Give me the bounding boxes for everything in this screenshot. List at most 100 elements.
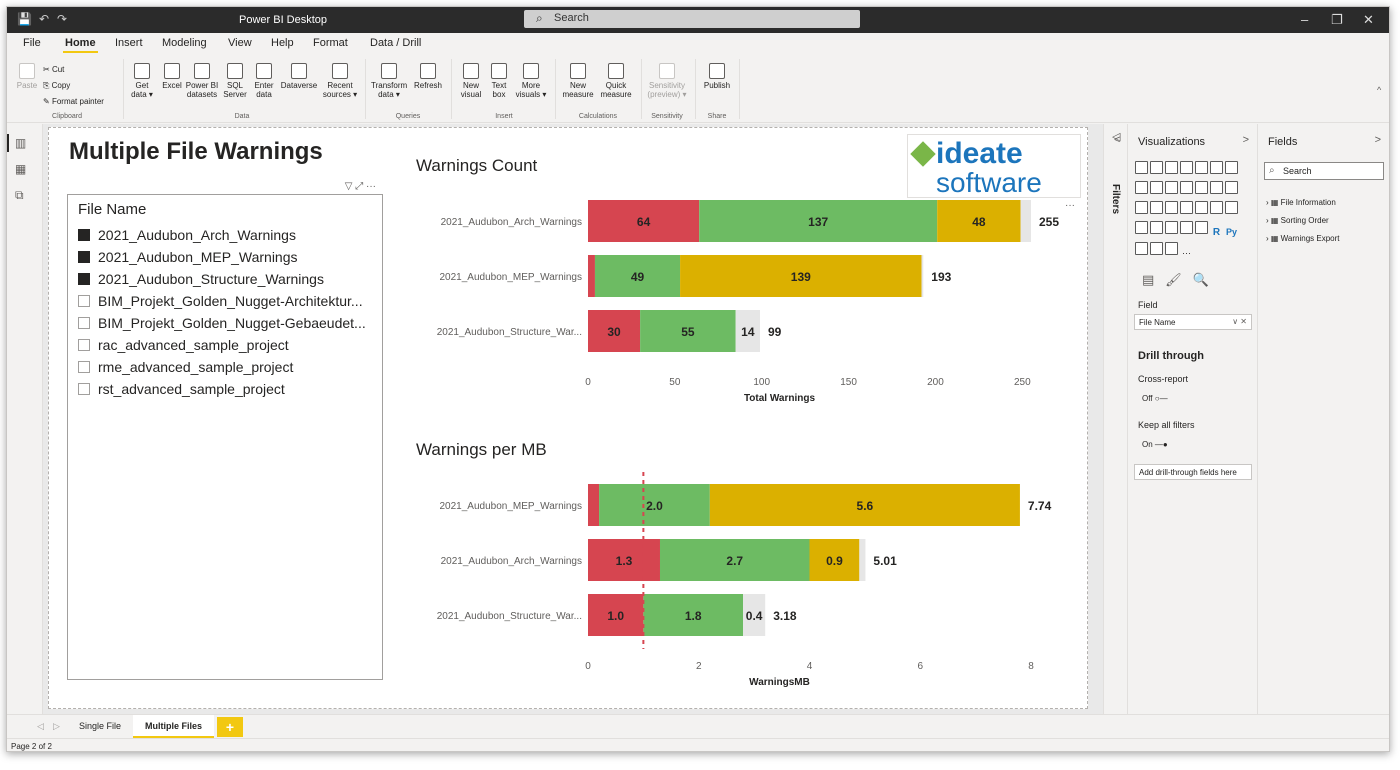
checkbox-icon[interactable] (78, 295, 90, 307)
add-drill-through-well[interactable]: Add drill-through fields here (1134, 464, 1252, 480)
sensitivity-button[interactable]: Sensitivity (preview) ▾ (645, 63, 689, 99)
bar-segment[interactable] (743, 594, 766, 636)
tab-help[interactable]: Help (271, 37, 294, 49)
visual-type-icon[interactable] (1195, 161, 1208, 174)
refresh-button[interactable]: Refresh (411, 63, 445, 90)
visual-type-icon[interactable] (1135, 181, 1148, 194)
visual-type-icon[interactable] (1210, 161, 1223, 174)
field-well-controls[interactable]: ∨ ✕ (1232, 317, 1247, 326)
checkbox-icon[interactable] (78, 317, 90, 329)
bar-segment[interactable] (588, 539, 660, 581)
slicer-item[interactable]: rac_advanced_sample_project (78, 337, 382, 353)
fields-search-input[interactable]: ⌕ Search (1264, 162, 1384, 180)
analytics-icon[interactable]: 🔍 (1192, 272, 1209, 287)
tab-data-drill[interactable]: Data / Drill (370, 37, 422, 49)
tab-home[interactable]: Home (63, 37, 98, 53)
visual-type-icon[interactable] (1165, 201, 1178, 214)
enter-data-button[interactable]: Enter data (251, 63, 277, 99)
restore-button[interactable]: ❐ (1331, 12, 1343, 27)
visual-type-icon[interactable]: ··· (1182, 248, 1191, 258)
bar-segment[interactable] (921, 255, 924, 297)
visual-type-icon[interactable] (1165, 161, 1178, 174)
visual-type-icon[interactable] (1150, 221, 1163, 234)
checkbox-icon[interactable] (78, 273, 90, 285)
field-table-warnings-export[interactable]: › ▦ Warnings Export (1266, 234, 1340, 243)
bar-segment[interactable] (1020, 200, 1031, 242)
format-brush-icon[interactable]: 🖌 (1165, 272, 1182, 287)
redo-icon[interactable]: ↷ (57, 12, 68, 26)
visual-type-icon[interactable] (1195, 181, 1208, 194)
bar-segment[interactable] (859, 539, 866, 581)
file-name-slicer[interactable]: ▽ ⤢ ··· File Name 2021_Audubon_Arch_Warn… (67, 181, 383, 680)
new-measure-button[interactable]: New measure (561, 63, 595, 99)
next-page-icon[interactable]: ▷ (53, 721, 60, 731)
slicer-item[interactable]: BIM_Projekt_Golden_Nugget-Architektur... (78, 293, 382, 309)
visual-more-options-icon[interactable]: ··· (1065, 200, 1075, 211)
tab-modeling[interactable]: Modeling (162, 37, 207, 49)
filters-pane-collapsed[interactable]: ◁ Filters (1103, 124, 1127, 714)
visual-type-icon[interactable] (1210, 181, 1223, 194)
page-tab-multiple-files[interactable]: Multiple Files (133, 715, 215, 739)
bar-segment[interactable] (599, 484, 710, 526)
visual-type-icon[interactable] (1135, 201, 1148, 214)
tab-format[interactable]: Format (313, 37, 348, 49)
bar-segment[interactable] (643, 594, 744, 636)
collapse-fields-icon[interactable]: > (1374, 134, 1381, 146)
warnings-per-mb-chart[interactable]: 2021_Audubon_MEP_Warnings 2.0 5.6 7.74 2021_… (416, 472, 1076, 702)
slicer-header-icons[interactable]: ▽ ⤢ ··· (344, 181, 376, 192)
bar-segment[interactable] (735, 310, 760, 352)
title-search-input[interactable]: ⌕ Search (524, 10, 860, 28)
bar-segment[interactable] (809, 539, 860, 581)
recent-sources-button[interactable]: Recent sources ▾ (321, 63, 359, 99)
field-well[interactable]: File Name ∨ ✕ (1134, 314, 1252, 330)
visual-type-icon[interactable] (1150, 242, 1163, 255)
visual-type-icon[interactable] (1180, 161, 1193, 174)
excel-button[interactable]: Excel (159, 63, 185, 90)
slicer-item[interactable]: rst_advanced_sample_project (78, 381, 382, 397)
slicer-item[interactable]: 2021_Audubon_MEP_Warnings (78, 249, 382, 265)
visual-type-icon[interactable] (1225, 161, 1238, 174)
bar-segment[interactable] (594, 255, 681, 297)
bar-segment[interactable] (659, 539, 810, 581)
slicer-item[interactable]: BIM_Projekt_Golden_Nugget-Gebaeudet... (78, 315, 382, 331)
collapse-pane-left-icon[interactable]: < (1114, 134, 1121, 146)
expand-filters-icon[interactable]: ◁ (1112, 131, 1121, 143)
model-view-icon[interactable]: ⧉ (15, 188, 24, 202)
visual-type-icon[interactable] (1180, 181, 1193, 194)
tab-view[interactable]: View (228, 37, 252, 49)
collapse-ribbon-icon[interactable]: ^ (1377, 85, 1382, 95)
visual-type-icon[interactable] (1225, 181, 1238, 194)
text-box-button[interactable]: Text box (487, 63, 511, 99)
visual-type-icon[interactable]: Py (1225, 227, 1237, 237)
slicer-item[interactable]: rme_advanced_sample_project (78, 359, 382, 375)
bar-segment[interactable] (588, 200, 700, 242)
checkbox-icon[interactable] (78, 383, 90, 395)
bar-segment[interactable] (640, 310, 736, 352)
visual-type-icon[interactable] (1225, 201, 1238, 214)
field-table-sorting-order[interactable]: › ▦ Sorting Order (1266, 216, 1329, 225)
publish-button[interactable]: Publish (701, 63, 733, 90)
visual-type-icon[interactable] (1135, 221, 1148, 234)
visual-type-icon[interactable] (1135, 242, 1148, 255)
collapse-visualizations-icon[interactable]: > (1242, 134, 1249, 146)
bar-segment[interactable] (937, 200, 1021, 242)
add-page-button[interactable]: + (217, 717, 243, 737)
data-view-icon[interactable]: ▦ (15, 162, 27, 176)
visual-type-icon[interactable] (1135, 161, 1148, 174)
bar-segment[interactable] (588, 310, 641, 352)
visual-type-icon[interactable] (1195, 201, 1208, 214)
visual-type-icon[interactable] (1150, 161, 1163, 174)
quick-measure-button[interactable]: Quick measure (599, 63, 633, 99)
tab-insert[interactable]: Insert (115, 37, 143, 49)
bar-segment[interactable] (588, 594, 644, 636)
keep-filters-toggle[interactable]: On —● (1142, 440, 1168, 449)
report-view-icon[interactable]: ▥ (7, 134, 27, 152)
page-tab-single-file[interactable]: Single File (79, 721, 122, 731)
visual-type-icon[interactable] (1150, 181, 1163, 194)
slicer-item[interactable]: 2021_Audubon_Structure_Warnings (78, 271, 382, 287)
bar-segment[interactable] (588, 255, 595, 297)
tab-file[interactable]: File (23, 37, 41, 49)
visual-type-icon[interactable] (1165, 242, 1178, 255)
close-button[interactable]: ✕ (1363, 12, 1374, 27)
warnings-count-chart[interactable]: 2021_Audubon_Arch_Warnings 64 137 48 255 2021… (416, 188, 1076, 418)
